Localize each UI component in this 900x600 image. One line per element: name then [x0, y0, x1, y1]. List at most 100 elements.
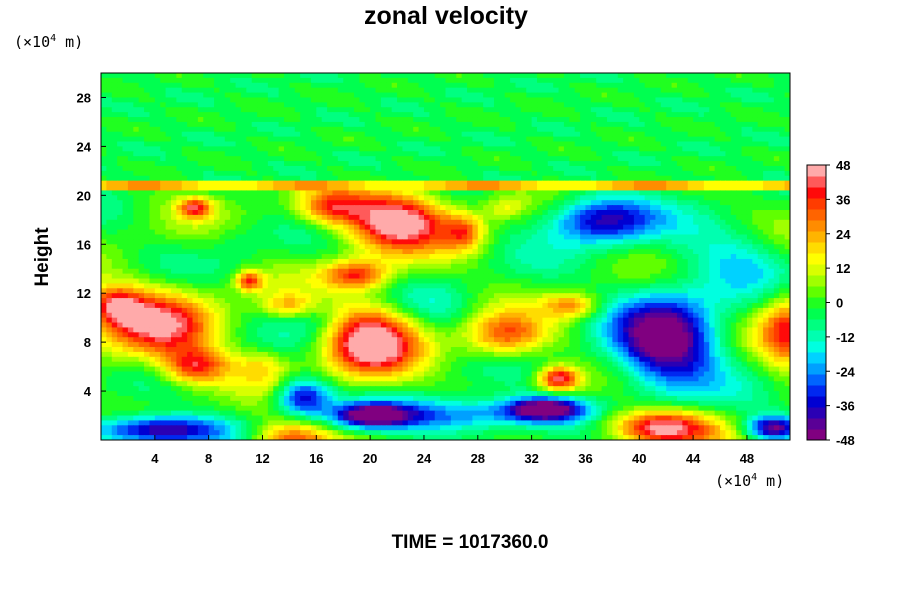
heatmap-cell: [714, 195, 721, 201]
heatmap-cell: [547, 77, 554, 84]
heatmap-cell: [526, 97, 533, 103]
heatmap-cell: [542, 131, 549, 138]
heatmap-cell: [111, 156, 118, 162]
heatmap-cell: [375, 195, 382, 201]
heatmap-cell: [709, 170, 716, 177]
heatmap-cell: [101, 254, 107, 260]
heatmap-cell: [203, 117, 210, 123]
heatmap-cell: [278, 170, 285, 177]
heatmap-cell: [208, 219, 215, 226]
heatmap-cell: [784, 107, 790, 113]
heatmap-cell: [407, 112, 414, 118]
heatmap-cell: [746, 219, 753, 226]
heatmap-cell: [499, 190, 506, 196]
heatmap-cell: [353, 244, 360, 250]
heatmap-cell: [596, 92, 603, 99]
heatmap-cell: [187, 170, 194, 177]
heatmap-cell: [397, 82, 404, 89]
heatmap-cell: [359, 234, 366, 240]
heatmap-cell: [542, 200, 549, 206]
heatmap-cell: [730, 87, 737, 94]
heatmap-cell: [671, 131, 678, 138]
heatmap-cell: [563, 156, 570, 162]
heatmap-cell: [418, 112, 425, 118]
heatmap-cell: [305, 175, 312, 182]
heatmap-cell: [429, 234, 436, 240]
heatmap-cell: [757, 234, 764, 240]
heatmap-cell: [563, 151, 570, 157]
heatmap-cell: [655, 146, 662, 152]
heatmap-cell: [122, 170, 129, 177]
heatmap-cell: [477, 170, 484, 177]
heatmap-cell: [176, 77, 183, 84]
heatmap-cell: [768, 141, 775, 147]
heatmap-cell: [714, 219, 721, 226]
heatmap-cell: [639, 146, 646, 152]
heatmap-cell: [278, 126, 285, 133]
heatmap-cell: [483, 229, 490, 236]
heatmap-cell: [504, 87, 511, 94]
heatmap-cell: [101, 161, 107, 167]
heatmap-cell: [493, 244, 500, 250]
heatmap-cell: [504, 112, 511, 118]
heatmap-cell: [440, 146, 447, 152]
heatmap-cell: [418, 117, 425, 123]
heatmap-cell: [520, 82, 527, 89]
heatmap-cell: [111, 254, 118, 260]
heatmap-cell: [187, 239, 194, 245]
heatmap-cell: [693, 258, 700, 265]
heatmap-cell: [273, 112, 280, 118]
heatmap-cell: [380, 210, 387, 216]
heatmap-cell: [676, 146, 683, 152]
heatmap-cell: [214, 156, 221, 162]
heatmap-cell: [526, 214, 533, 221]
heatmap-cell: [585, 234, 592, 240]
heatmap-cell: [784, 156, 790, 162]
heatmap-cell: [370, 249, 377, 255]
heatmap-cell: [423, 234, 430, 240]
heatmap-cell: [149, 121, 156, 128]
heatmap-cell: [348, 175, 355, 182]
heatmap-cell: [219, 87, 226, 94]
heatmap-cell: [779, 77, 786, 84]
heatmap-cell: [445, 254, 452, 260]
heatmap-cell: [391, 161, 398, 167]
heatmap-cell: [741, 180, 748, 187]
heatmap-cell: [343, 73, 350, 79]
heatmap-cell: [606, 185, 613, 192]
heatmap-cell: [467, 219, 474, 226]
heatmap-cell: [423, 214, 430, 221]
heatmap-cell: [676, 234, 683, 240]
heatmap-cell: [407, 165, 414, 172]
heatmap-cell: [359, 112, 366, 118]
heatmap-cell: [456, 82, 463, 89]
heatmap-cell: [305, 219, 312, 226]
heatmap-cell: [423, 136, 430, 143]
heatmap-cell: [380, 200, 387, 206]
heatmap-cell: [284, 254, 290, 260]
heatmap-cell: [219, 219, 226, 226]
heatmap-cell: [176, 82, 183, 89]
heatmap-cell: [709, 82, 716, 89]
heatmap-cell: [590, 161, 597, 167]
heatmap-cell: [434, 185, 441, 192]
heatmap-cell: [784, 112, 790, 118]
heatmap-cell: [144, 77, 151, 84]
heatmap-cell: [327, 112, 334, 118]
heatmap-cell: [284, 156, 290, 162]
heatmap-cell: [687, 200, 694, 206]
heatmap-cell: [327, 82, 334, 89]
heatmap-cell: [709, 190, 716, 196]
heatmap-cell: [499, 244, 506, 250]
heatmap-cell: [117, 234, 124, 240]
heatmap-cell: [687, 92, 694, 99]
heatmap-cell: [650, 73, 657, 79]
heatmap-cell: [450, 161, 457, 167]
heatmap-cell: [235, 185, 242, 192]
heatmap-cell: [133, 195, 140, 201]
heatmap-cell: [316, 185, 323, 192]
heatmap-cell: [321, 121, 328, 128]
heatmap-cell: [639, 97, 646, 103]
heatmap-cell: [687, 239, 694, 245]
